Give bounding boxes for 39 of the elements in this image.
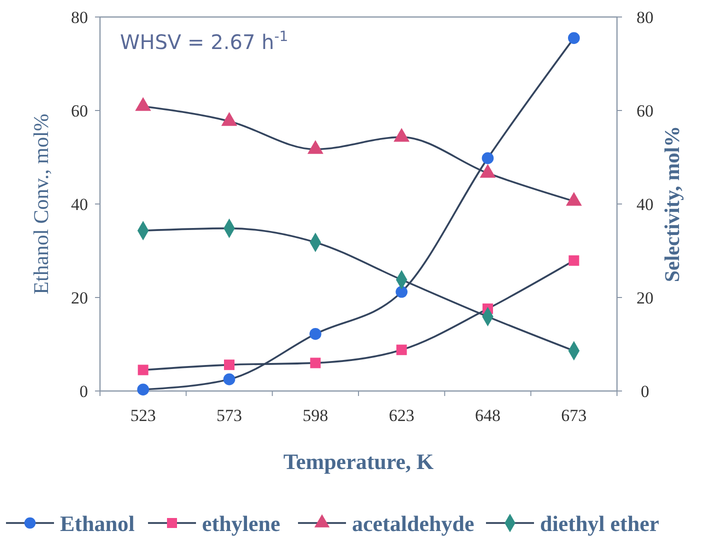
x-tick-label: 523 <box>130 406 156 425</box>
point <box>568 255 580 266</box>
point <box>480 164 496 178</box>
y2-tick-label: 0 <box>640 382 650 401</box>
x-tick-label: 573 <box>216 406 242 425</box>
point <box>223 373 236 386</box>
annotation: WHSV = 2.67 h$^{-1}$ <box>120 29 288 54</box>
legend-label: diethyl ether <box>540 511 660 536</box>
y2-tick-label: 60 <box>636 102 654 120</box>
legend-label: Ethanol <box>60 511 135 536</box>
x-axis-title: Temperature, K <box>283 449 434 474</box>
legend-label: acetaldehyde <box>352 511 474 536</box>
x-tick-label: 623 <box>388 406 414 425</box>
point <box>566 192 582 206</box>
y2-tick-label: 20 <box>636 288 654 308</box>
y-tick-label: 40 <box>71 195 88 214</box>
x-tick-label: 598 <box>302 406 328 425</box>
y-tick-label: 20 <box>71 288 88 308</box>
point <box>224 360 234 370</box>
x-tick-label: 673 <box>561 406 587 425</box>
point <box>138 364 148 376</box>
y-tick-label: 0 <box>80 382 88 401</box>
legend-label: ethylene <box>202 511 280 536</box>
point <box>137 384 149 396</box>
point <box>307 140 324 154</box>
point <box>221 112 238 126</box>
point <box>310 358 321 368</box>
point <box>396 286 408 298</box>
point <box>394 128 410 142</box>
point <box>396 344 407 356</box>
y-tick-label: 80 <box>71 8 88 27</box>
y2-tick-label: 80 <box>636 8 654 27</box>
x-tick-label: 648 <box>475 406 500 425</box>
y2-tick-label: 40 <box>636 195 654 214</box>
point <box>310 328 322 340</box>
y-tick-label: 60 <box>71 102 88 120</box>
point <box>135 97 152 111</box>
y-axis-title: Ethanol Conv., mol% <box>29 114 53 294</box>
y2-axis-title: Selectivity, mol% <box>660 126 684 282</box>
